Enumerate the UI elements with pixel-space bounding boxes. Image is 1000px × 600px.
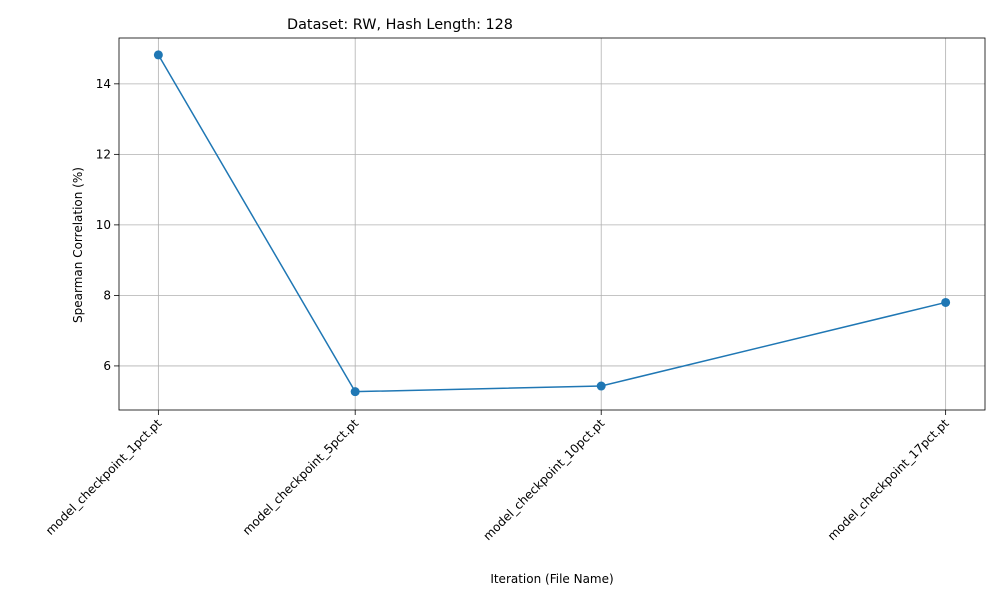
series-line — [157, 54, 946, 393]
grid — [119, 38, 985, 410]
y-axis-label: Spearman Correlation (%) — [71, 167, 85, 323]
data-point — [350, 387, 360, 397]
y-tick-label: 10 — [96, 218, 111, 232]
axes: model_checkpoint_1pct.pt model_checkpoint… — [43, 37, 986, 543]
plot-frame — [118, 37, 986, 411]
y-tick-label: 8 — [103, 288, 111, 302]
y-tick-label: 14 — [96, 77, 111, 91]
x-tick-label: model_checkpoint_1pct.pt — [43, 416, 165, 538]
data-point — [941, 297, 951, 307]
y-tick-label: 12 — [96, 147, 111, 161]
x-tick-label: model_checkpoint_17pct.pt — [825, 416, 952, 543]
x-axis-label: Iteration (File Name) — [490, 572, 613, 586]
data-point — [596, 381, 606, 391]
data-point — [153, 50, 163, 60]
y-tick-label: 6 — [103, 359, 111, 373]
x-tick-label: model_checkpoint_10pct.pt — [480, 416, 607, 543]
chart-title: Dataset: RW, Hash Length: 128 — [287, 17, 513, 33]
series — [153, 50, 951, 397]
x-tick-label: model_checkpoint_5pct.pt — [240, 416, 362, 538]
